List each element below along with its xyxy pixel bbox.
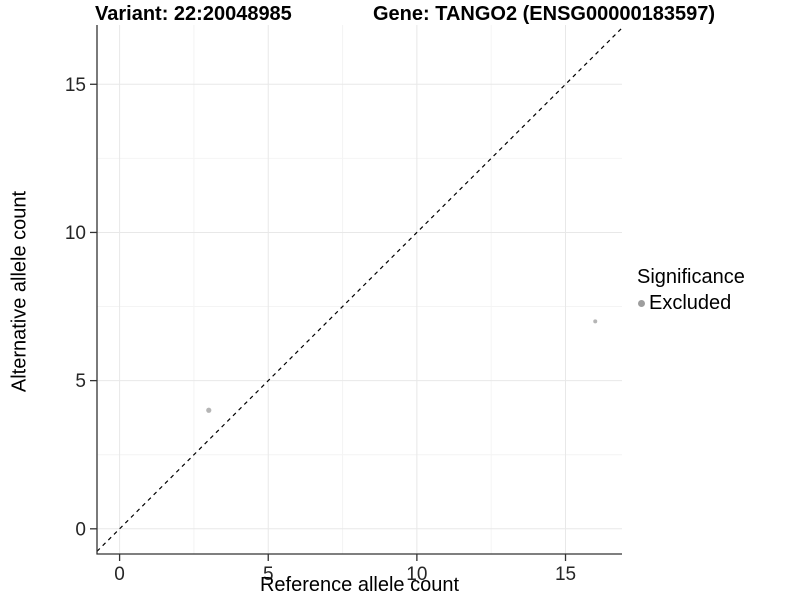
x-tick-label: 5 [263,564,274,585]
y-tick-label: 5 [75,371,86,392]
legend-title: Significance [637,266,745,288]
x-tick-label: 10 [406,564,427,585]
legend-point-icon [638,300,645,307]
identity-line [96,27,623,552]
x-axis-title: Reference allele count [259,574,459,596]
legend: Significance Excluded [637,266,745,315]
legend-item-label: Excluded [649,292,732,314]
data-point [593,319,598,324]
legend-item-excluded: Excluded [637,292,745,315]
data-point [206,407,212,413]
x-tick-label: 15 [555,564,576,585]
variant-title: Variant: 22:20048985 [95,3,292,25]
y-tick-label: 0 [75,519,86,540]
y-tick-label: 10 [65,223,86,244]
x-tick-label: 0 [114,564,125,585]
gene-title: Gene: TANGO2 (ENSG00000183597) [373,3,716,25]
y-tick-label: 15 [65,75,86,96]
y-axis-title: Alternative allele count [8,190,31,393]
